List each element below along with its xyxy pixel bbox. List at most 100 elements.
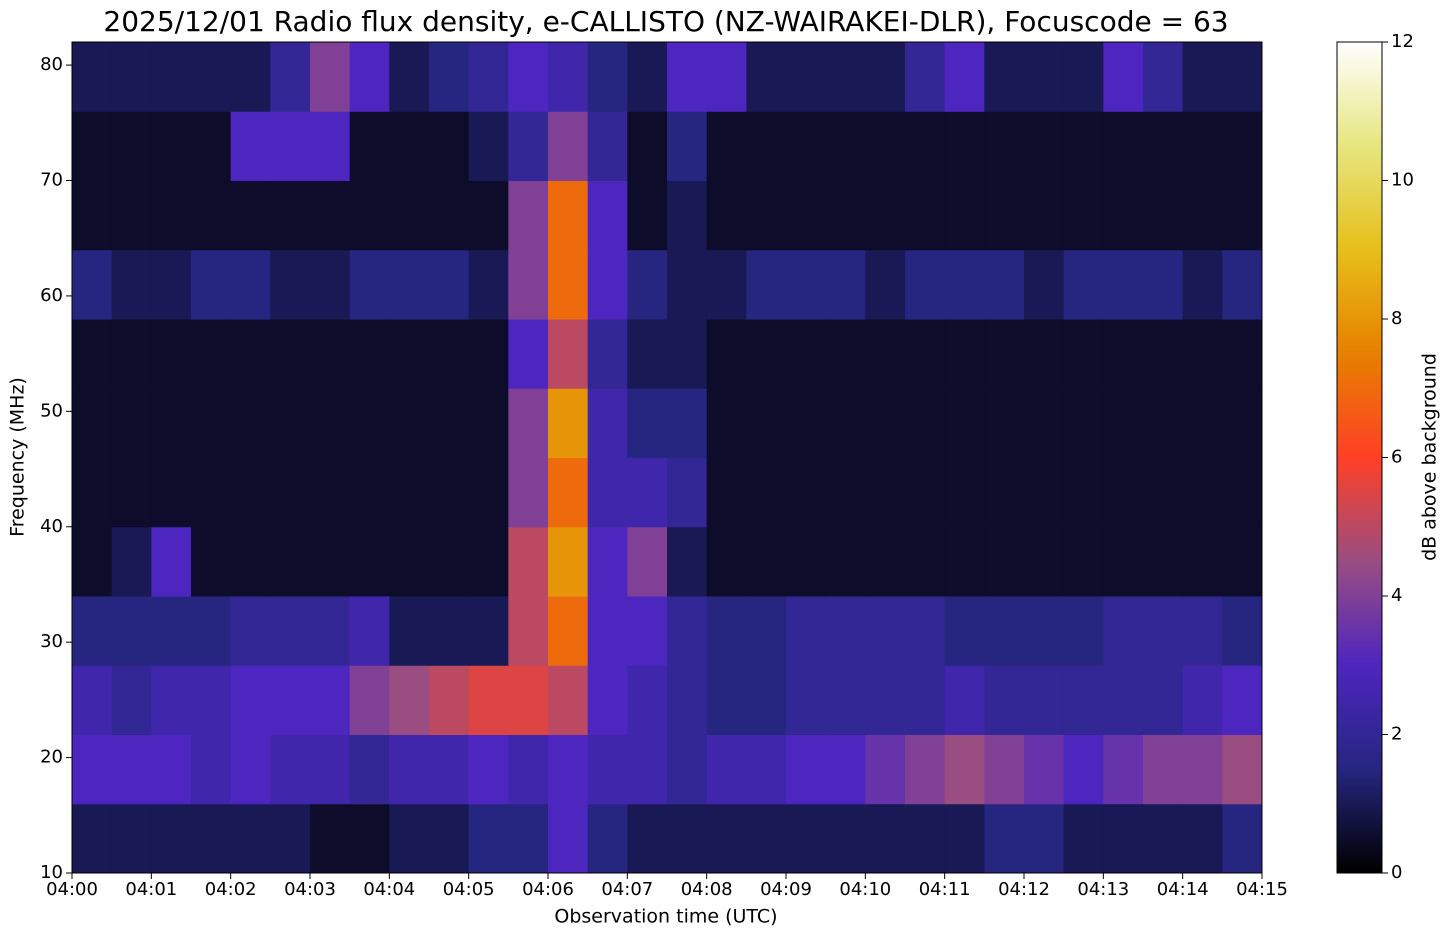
heatmap-cell: [865, 596, 906, 666]
heatmap-cell: [944, 596, 985, 666]
heatmap-cell: [825, 665, 866, 735]
heatmap-cell: [944, 249, 985, 320]
heatmap-cell: [667, 596, 708, 666]
heatmap-cell: [191, 665, 232, 735]
heatmap-cell: [548, 526, 589, 597]
heatmap-cell: [548, 803, 589, 874]
heatmap-cell: [230, 665, 271, 735]
heatmap-cell: [587, 180, 628, 251]
heatmap-cell: [706, 596, 747, 666]
colorbar-tick-label: 8: [1391, 308, 1402, 329]
heatmap-cell: [905, 734, 946, 805]
heatmap-cell: [508, 42, 549, 112]
heatmap: [72, 42, 1263, 874]
heatmap-cell: [627, 319, 668, 389]
heatmap-cell: [1182, 180, 1223, 251]
heatmap-cell: [706, 665, 747, 735]
heatmap-cell: [667, 42, 708, 112]
heatmap-cell: [627, 249, 668, 320]
heatmap-cell: [746, 665, 787, 735]
heatmap-cell: [1182, 596, 1223, 666]
heatmap-cell: [786, 803, 827, 874]
heatmap-cell: [310, 457, 351, 528]
heatmap-cell: [865, 457, 906, 528]
heatmap-cell: [587, 388, 628, 458]
heatmap-cell: [627, 734, 668, 805]
heatmap-cell: [1143, 42, 1184, 112]
heatmap-cell: [151, 734, 192, 805]
heatmap-cell: [905, 596, 946, 666]
heatmap-cell: [706, 42, 747, 112]
heatmap-cell: [746, 734, 787, 805]
heatmap-cell: [1103, 734, 1144, 805]
heatmap-cell: [1063, 457, 1104, 528]
heatmap-cell: [1182, 111, 1223, 181]
heatmap-cell: [1024, 319, 1065, 389]
heatmap-cell: [508, 180, 549, 251]
heatmap-cell: [230, 42, 271, 112]
heatmap-cell: [111, 803, 152, 874]
heatmap-cell: [191, 180, 232, 251]
heatmap-cell: [508, 596, 549, 666]
heatmap-cell: [706, 249, 747, 320]
heatmap-cell: [746, 803, 787, 874]
heatmap-cell: [270, 526, 311, 597]
heatmap-cell: [111, 457, 152, 528]
x-tick-label: 04:04: [363, 879, 415, 900]
heatmap-cell: [825, 111, 866, 181]
y-tick-label: 70: [40, 170, 63, 191]
heatmap-cell: [825, 457, 866, 528]
heatmap-cell: [349, 457, 390, 528]
heatmap-cell: [349, 734, 390, 805]
heatmap-cell: [191, 42, 232, 112]
heatmap-cell: [786, 249, 827, 320]
heatmap-cell: [1143, 180, 1184, 251]
heatmap-cell: [230, 111, 271, 181]
y-tick-label: 30: [40, 631, 63, 652]
heatmap-cell: [151, 319, 192, 389]
heatmap-cell: [429, 111, 470, 181]
heatmap-cell: [349, 42, 390, 112]
heatmap-cell: [984, 388, 1025, 458]
heatmap-cell: [984, 457, 1025, 528]
colorbar-tick-label: 0: [1391, 862, 1402, 883]
y-axis-label: Frequency (MHz): [7, 377, 29, 537]
heatmap-cell: [1024, 596, 1065, 666]
heatmap-cell: [786, 180, 827, 251]
heatmap-cell: [310, 42, 351, 112]
heatmap-cell: [1063, 803, 1104, 874]
heatmap-cell: [72, 596, 113, 666]
heatmap-cell: [1024, 249, 1065, 320]
heatmap-cell: [1222, 526, 1263, 597]
x-tick-label: 04:01: [125, 879, 177, 900]
heatmap-cell: [111, 526, 152, 597]
heatmap-cell: [667, 388, 708, 458]
heatmap-cell: [389, 180, 430, 251]
heatmap-cell: [310, 665, 351, 735]
heatmap-cell: [587, 457, 628, 528]
heatmap-cell: [865, 319, 906, 389]
heatmap-cell: [1024, 734, 1065, 805]
heatmap-cell: [984, 526, 1025, 597]
heatmap-cell: [1024, 457, 1065, 528]
heatmap-cell: [429, 803, 470, 874]
heatmap-cell: [1103, 42, 1144, 112]
heatmap-cell: [1143, 111, 1184, 181]
heatmap-cell: [111, 734, 152, 805]
heatmap-cell: [667, 803, 708, 874]
x-axis-label: Observation time (UTC): [554, 906, 777, 928]
heatmap-cell: [825, 249, 866, 320]
heatmap-cell: [706, 319, 747, 389]
x-tick-label: 04:13: [1077, 879, 1129, 900]
y-tick-label: 10: [40, 862, 63, 883]
x-tick-label: 04:05: [443, 879, 495, 900]
heatmap-cell: [111, 388, 152, 458]
heatmap-cell: [429, 665, 470, 735]
colorbar-label: dB above background: [1419, 353, 1441, 561]
heatmap-cell: [429, 388, 470, 458]
heatmap-cell: [825, 319, 866, 389]
heatmap-cell: [468, 665, 509, 735]
heatmap-cell: [865, 249, 906, 320]
heatmap-cell: [587, 526, 628, 597]
heatmap-cell: [587, 319, 628, 389]
